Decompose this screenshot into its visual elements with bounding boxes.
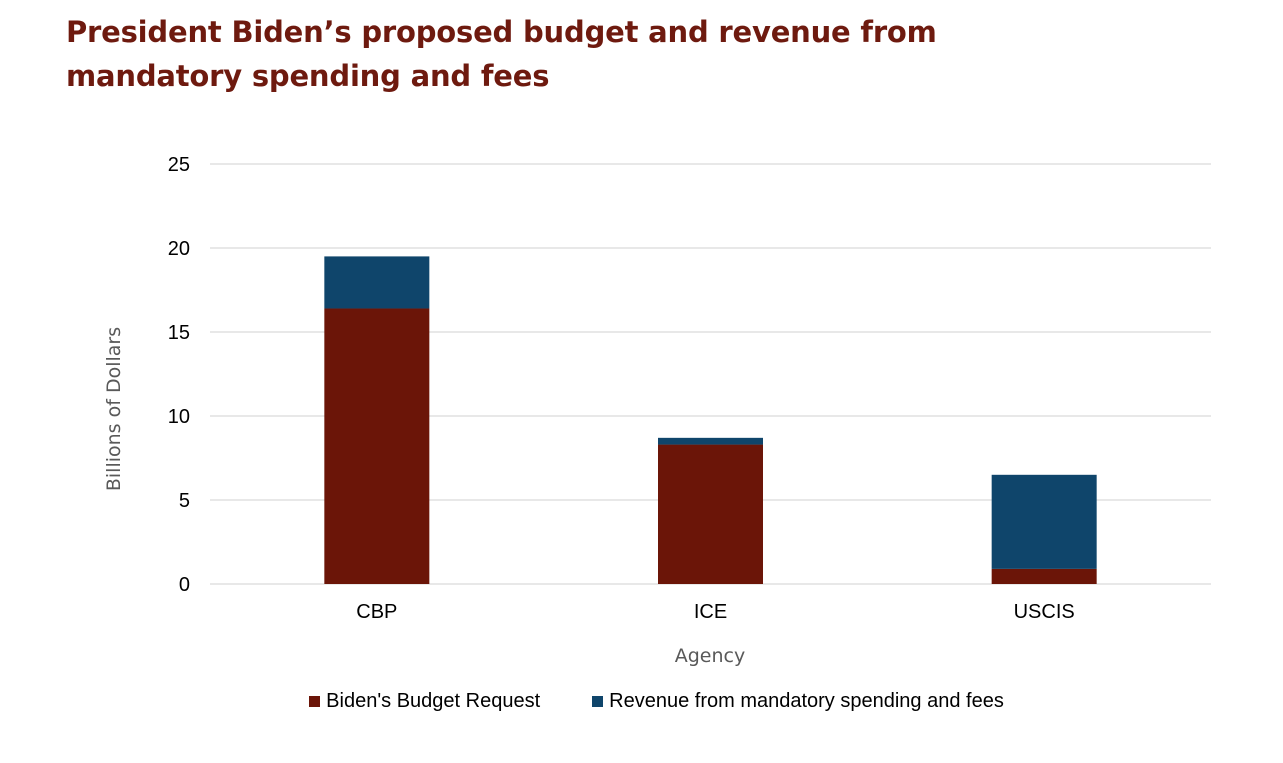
bar-uscis-series-1 bbox=[991, 474, 1097, 569]
y-axis-title: Billions of Dollars bbox=[103, 327, 125, 491]
bar-cbp-series-1 bbox=[324, 256, 430, 309]
legend-swatch-revenue bbox=[592, 696, 604, 707]
bar-ice-series-1 bbox=[658, 437, 763, 445]
bar-ice-series-0 bbox=[658, 444, 763, 584]
bar-cbp-series-0 bbox=[324, 308, 430, 584]
bar-uscis-series-0 bbox=[991, 568, 1097, 584]
y-tick-label: 10 bbox=[168, 406, 190, 428]
legend: Biden's Budget Request Revenue from mand… bbox=[0, 690, 1283, 713]
bars bbox=[324, 256, 1097, 584]
y-tick-label: 5 bbox=[179, 490, 190, 512]
chart-title: President Biden’s proposed budget and re… bbox=[66, 15, 937, 93]
legend-item-revenue: Revenue from mandatory spending and fees bbox=[592, 690, 1004, 713]
y-tick-label: 0 bbox=[179, 574, 190, 596]
legend-item-budget: Biden's Budget Request bbox=[309, 690, 540, 713]
x-tick-label: ICE bbox=[694, 601, 727, 623]
x-axis-ticks: CBP ICE USCIS bbox=[356, 601, 1074, 623]
x-axis-title: Agency bbox=[675, 645, 745, 667]
y-tick-label: 15 bbox=[168, 322, 190, 344]
chart-plot: 0 5 10 15 20 25 CBP ICE USCIS Agency Billions o… bbox=[103, 154, 1211, 667]
legend-label-budget: Biden's Budget Request bbox=[326, 690, 541, 712]
x-tick-label: CBP bbox=[356, 601, 397, 623]
y-tick-label: 25 bbox=[168, 154, 190, 176]
x-tick-label: USCIS bbox=[1014, 601, 1075, 623]
y-tick-label: 20 bbox=[168, 238, 190, 260]
y-axis-ticks: 0 5 10 15 20 25 bbox=[168, 154, 190, 596]
legend-label-revenue: Revenue from mandatory spending and fees bbox=[609, 690, 1004, 712]
legend-swatch-budget bbox=[309, 696, 321, 707]
